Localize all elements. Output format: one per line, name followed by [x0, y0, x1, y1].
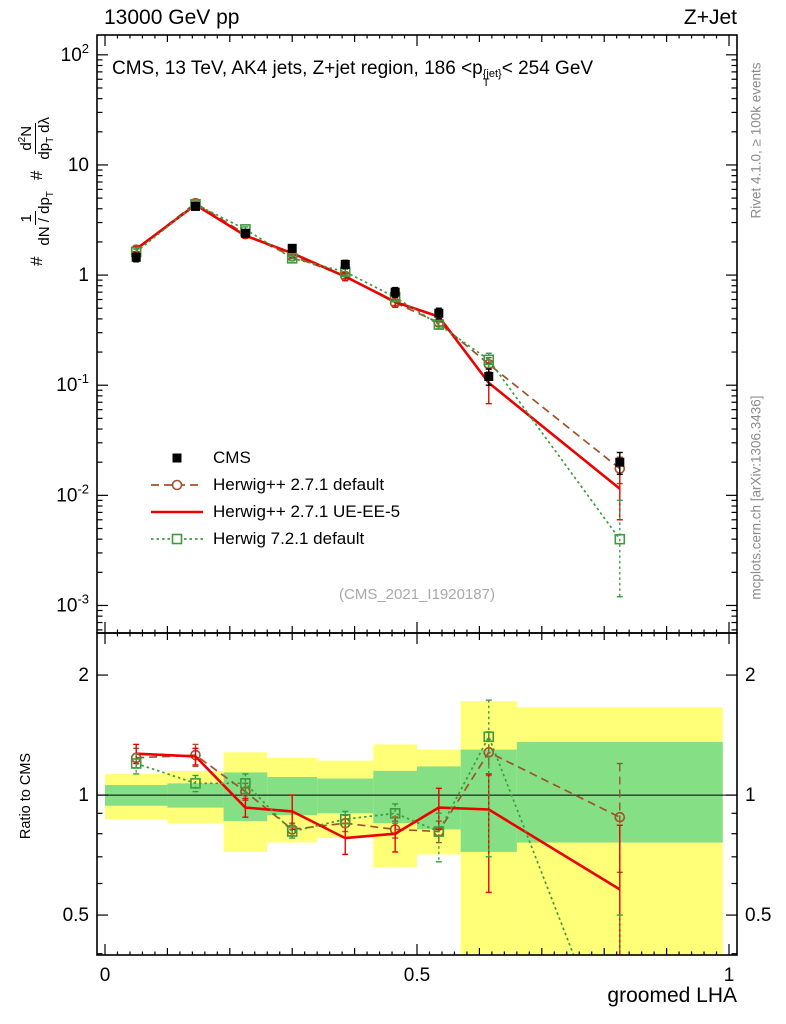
analysis-id-watermark: (CMS_2021_I1920187): [339, 586, 495, 603]
mcplots-arxiv-note: mcplots.cern.ch [arXiv:1306.3436]: [748, 395, 764, 600]
ylabel-fraction-2: d2N dpTdλ: [17, 116, 57, 160]
ylabel-hash-2: #: [27, 170, 46, 181]
legend-label: Herwig 7.2.1 default: [213, 528, 365, 548]
main-y-axis-label: # 1 dN / dpT # d2N dpTdλ: [14, 35, 60, 345]
panel-title-sup: {jet}: [482, 68, 502, 80]
panel-title-prefix: CMS, 13 TeV, AK4 jets, Z+jet region, 186…: [112, 58, 483, 79]
svg-text:0.5: 0.5: [63, 905, 89, 926]
ylabel-fraction-1: 1 dN / dpT: [17, 191, 56, 246]
svg-text:1: 1: [724, 965, 735, 986]
svg-text:1: 1: [78, 785, 89, 806]
herwigpp-ueee5-line-icon: [151, 510, 203, 513]
ratio-series-layer: [130, 699, 626, 955]
ratio-y-axis-label: Ratio to CMS: [18, 752, 34, 840]
x-axis-label: groomed LHA: [607, 984, 737, 1007]
panel-title-sub: T: [482, 77, 490, 90]
svg-text:2: 2: [78, 665, 89, 686]
beam-energy-label: 13000 GeV pp: [104, 6, 240, 29]
svg-text:0.5: 0.5: [745, 905, 771, 926]
svg-text:0: 0: [100, 965, 111, 986]
svg-text:10: 10: [68, 155, 89, 176]
ratio-frame: [96, 632, 738, 956]
rivet-version-note: Rivet 4.1.0, ≥ 100k events: [748, 62, 764, 219]
svg-text:2: 2: [745, 665, 756, 686]
ylabel-hash-1: #: [27, 256, 46, 267]
herwigpp-default-line-icon: [151, 479, 203, 490]
svg-text:1: 1: [78, 265, 89, 286]
legend-item-herwigpp-ueee5: Herwig++ 2.7.1 UE-EE-5: [148, 498, 400, 525]
herwig7-default-line-icon: [151, 533, 203, 544]
svg-text:10-2: 10-2: [56, 481, 89, 506]
svg-text:1: 1: [745, 785, 756, 806]
cms-data-marker-icon: [172, 453, 182, 462]
legend: CMS Herwig++ 2.7.1 default Herwig++ 2.7.…: [148, 444, 400, 552]
svg-text:10-3: 10-3: [56, 591, 89, 616]
main-series-layer: [130, 197, 626, 598]
panel-title: CMS, 13 TeV, AK4 jets, Z+jet region, 186…: [112, 58, 593, 89]
ratio-uncertainty-bands: [97, 701, 737, 955]
process-label: Z+Jet: [683, 6, 737, 29]
legend-item-cms: CMS: [148, 444, 400, 471]
pt-jet-subsup: {jet} T: [482, 68, 502, 90]
legend-item-herwigpp-default: Herwig++ 2.7.1 default: [148, 471, 400, 498]
svg-text:0.5: 0.5: [404, 965, 430, 986]
tick-labels: 10-3 10-2 10-1 1 10 102 0.5 0.5 1 1 2 2 0 0.5 1: [56, 41, 771, 986]
legend-label: Herwig++ 2.7.1 UE-EE-5: [213, 501, 401, 521]
legend-item-herwig7-default: Herwig 7.2.1 default: [148, 525, 400, 552]
legend-label: Herwig++ 2.7.1 default: [213, 474, 385, 494]
legend-label: CMS: [213, 447, 251, 467]
svg-text:10-1: 10-1: [56, 371, 89, 396]
panel-title-suffix: < 254 GeV: [501, 58, 594, 79]
svg-text:102: 102: [61, 41, 89, 66]
